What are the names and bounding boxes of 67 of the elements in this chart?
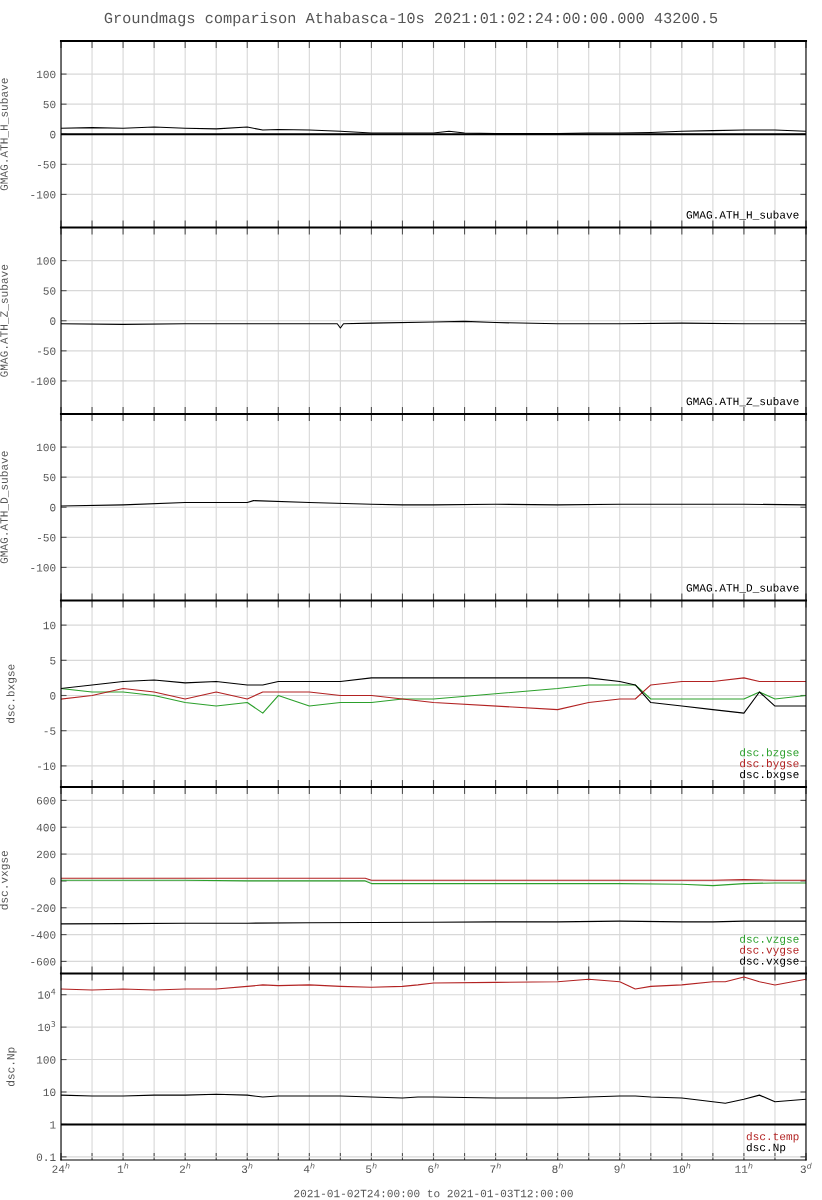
line-series bbox=[61, 976, 806, 991]
text: dsc.vzgse bbox=[740, 934, 799, 945]
text: dsc.bygse bbox=[740, 759, 799, 770]
y-tick-label: 5 bbox=[50, 657, 56, 665]
y-tick-label: 100 bbox=[36, 443, 56, 452]
text: dsc.bzgse bbox=[740, 748, 799, 759]
y-axis-title: dsc.Np bbox=[6, 1047, 17, 1087]
y-tick-label: -50 bbox=[37, 533, 56, 542]
y-tick-label: -5 bbox=[44, 727, 56, 735]
x-tick-label: 11$^{h}$ bbox=[735, 1162, 753, 1173]
y-tick-label: 50 bbox=[43, 100, 56, 109]
x-tick-label: 7$^{h}$ bbox=[490, 1162, 501, 1173]
y-tick-label: 600 bbox=[36, 797, 56, 805]
y-tick-label: 100 bbox=[36, 70, 56, 79]
x-tick-label: 9$^{h}$ bbox=[614, 1162, 625, 1173]
y-tick-label: -400 bbox=[31, 931, 56, 939]
y-tick-label: 0 bbox=[50, 503, 56, 512]
y-tick-label: 10 bbox=[43, 621, 56, 630]
y-tick-label: 50 bbox=[43, 473, 56, 482]
y-tick-label: 0 bbox=[50, 130, 56, 139]
line-series bbox=[61, 684, 806, 714]
y-tick-label: 10$^{4}$ bbox=[38, 988, 56, 999]
y-tick-label: -10 bbox=[37, 762, 56, 771]
text: dsc.temp bbox=[746, 1132, 799, 1143]
x-tick-label: 24$^{h}$ bbox=[52, 1162, 70, 1173]
text: GMAG.ATH_Z_subave bbox=[686, 396, 799, 407]
y-tick-label: -100 bbox=[31, 377, 56, 386]
chart-title: Groundmags comparison Athabasca-10s 2021:01:02:24:00:00.000 43200.5 bbox=[104, 12, 718, 27]
y-tick-label: -50 bbox=[37, 160, 56, 169]
y-tick-label: 100 bbox=[36, 257, 56, 265]
y-axis-title: GMAG.ATH_Z_subave bbox=[0, 264, 9, 377]
x-tick-label: 1$^{h}$ bbox=[117, 1162, 129, 1173]
x-tick-label: 2$^{h}$ bbox=[179, 1162, 191, 1173]
text: GMAG.ATH_H_subave bbox=[686, 210, 799, 220]
y-tick-label: -100 bbox=[31, 191, 56, 199]
y-tick-label: -600 bbox=[31, 958, 56, 966]
y-tick-label: 10 bbox=[43, 1088, 56, 1097]
x-tick-label: 3$^{d}$ bbox=[800, 1162, 812, 1173]
y-tick-label: 1 bbox=[50, 1121, 56, 1129]
y-tick-label: 0 bbox=[50, 877, 56, 886]
x-tick-label: 10$^{h}$ bbox=[673, 1162, 691, 1173]
text: dsc.vygse bbox=[740, 945, 799, 956]
y-tick-label: 50 bbox=[43, 287, 56, 295]
y-tick-label: 400 bbox=[36, 823, 56, 832]
y-tick-label: 0 bbox=[50, 692, 56, 700]
x-axis-title: 2021-01-02T24:00:00 to 2021-01-03T12:00:00 bbox=[294, 1189, 573, 1198]
y-axis-title: dsc.bxgse bbox=[6, 664, 17, 724]
text: dsc.Np bbox=[746, 1142, 786, 1154]
y-tick-label: 100 bbox=[36, 1056, 56, 1064]
x-tick-label: 3$^{h}$ bbox=[241, 1162, 253, 1173]
x-tick-label: 6$^{h}$ bbox=[428, 1162, 439, 1173]
y-tick-label: -200 bbox=[31, 904, 56, 912]
y-tick-label: 10$^{3}$ bbox=[38, 1021, 56, 1032]
y-axis-title: GMAG.ATH_D_subave bbox=[0, 451, 9, 564]
x-tick-label: 5$^{h}$ bbox=[366, 1162, 377, 1173]
text: dsc.vxgse bbox=[740, 956, 799, 967]
x-tick-label: 8$^{h}$ bbox=[552, 1162, 563, 1173]
y-tick-label: -100 bbox=[31, 564, 56, 572]
text: dsc.bxgse bbox=[740, 769, 799, 781]
y-tick-label: 200 bbox=[36, 850, 56, 859]
y-tick-label: 0 bbox=[50, 317, 56, 325]
x-tick-label: 4$^{h}$ bbox=[303, 1162, 315, 1173]
y-axis-title: GMAG.ATH_H_subave bbox=[0, 78, 9, 191]
y-tick-label: -50 bbox=[37, 347, 56, 355]
y-tick-label: 0.1 bbox=[36, 1153, 56, 1161]
y-axis-title: dsc.vxgse bbox=[0, 850, 11, 910]
text: GMAG.ATH_D_subave bbox=[686, 583, 799, 593]
